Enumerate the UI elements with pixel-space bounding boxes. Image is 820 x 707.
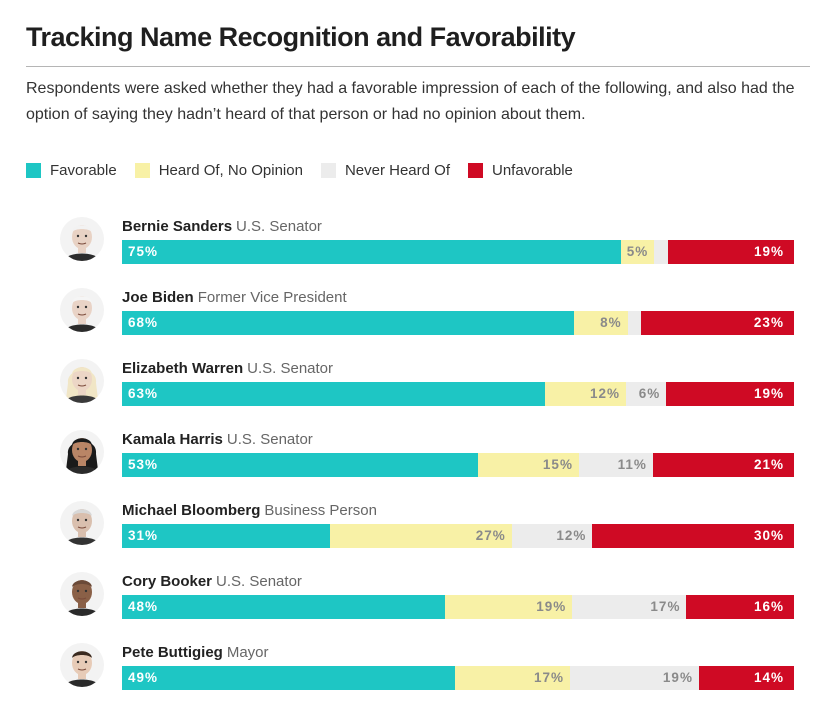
candidate-name: Kamala Harris	[122, 431, 223, 448]
legend-swatch	[468, 163, 483, 178]
bar-segment-unfavorable: 19%	[666, 382, 794, 406]
legend-swatch	[26, 163, 41, 178]
bar-segment-unfavorable: 19%	[667, 240, 794, 264]
stacked-bar: 53% 15% 11% 21%	[122, 453, 794, 477]
candidate-name: Bernie Sanders	[122, 218, 233, 235]
candidate-name: Cory Booker	[122, 573, 213, 590]
legend-item-unfavorable: Unfavorable	[468, 162, 573, 179]
candidate-role: U.S. Senator	[236, 218, 322, 235]
bar-segment-favorable: 53%	[122, 453, 479, 477]
candidate-role: Mayor	[226, 644, 269, 661]
bar-segment-no-opinion: 5%	[621, 240, 655, 264]
stacked-bar: 75% 5% 19%	[122, 240, 794, 264]
bar-segment-unfavorable: 30%	[592, 524, 794, 548]
bar-segment-never-heard	[654, 240, 668, 264]
candidate-name: Michael Bloomberg	[122, 502, 261, 519]
candidate-row: Elizabeth Warren U.S. Senator 63% 12% 6% 19%	[0, 352, 820, 423]
candidate-role: U.S. Senator	[216, 573, 302, 590]
legend-swatch	[134, 163, 150, 178]
pete-buttigieg-icon	[60, 643, 104, 687]
candidate-name: Pete Buttigieg	[122, 644, 223, 661]
bar-segment-never-heard: 6%	[625, 382, 667, 406]
candidate-role: U.S. Senator	[247, 360, 334, 377]
joe-biden-icon	[60, 288, 104, 332]
legend-swatch	[320, 163, 336, 178]
bar-segment-unfavorable: 14%	[698, 666, 794, 690]
candidate-row: Pete Buttigieg Mayor 49% 17% 19% 14%	[0, 636, 820, 707]
candidate-label: Joe Biden Former Vice President	[122, 289, 347, 306]
candidate-row: Cory Booker U.S. Senator 48% 19% 17% 16%	[0, 565, 820, 636]
bar-segment-unfavorable: 16%	[686, 595, 794, 619]
bar-segment-no-opinion: 15%	[478, 453, 579, 477]
stacked-bar: 48% 19% 17% 16%	[122, 595, 794, 619]
candidate-role: Business Person	[264, 502, 377, 519]
chart-title: Tracking Name Recognition and Favorabili…	[26, 22, 576, 52]
stacked-bar: 63% 12% 6% 19%	[122, 382, 794, 406]
candidate-label: Elizabeth Warren U.S. Senator	[122, 360, 333, 377]
bar-segment-no-opinion: 12%	[545, 382, 626, 406]
legend-label: Unfavorable	[492, 162, 573, 179]
bar-segment-never-heard	[627, 311, 641, 335]
bar-segment-favorable: 49%	[122, 666, 455, 690]
stacked-bar: 31% 27% 12% 30%	[122, 524, 794, 548]
chart-subtitle: Respondents were asked whether they had …	[26, 80, 795, 123]
bar-segment-never-heard: 12%	[511, 524, 593, 548]
candidate-role: Former Vice President	[197, 289, 347, 306]
bar-segment-no-opinion: 27%	[330, 524, 512, 548]
bar-segment-unfavorable: 21%	[652, 453, 794, 477]
candidate-label: Michael Bloomberg Business Person	[122, 502, 377, 519]
candidate-role: U.S. Senator	[226, 431, 313, 448]
candidate-name: Elizabeth Warren	[122, 360, 244, 377]
candidate-row: Michael Bloomberg Business Person 31% 27% 12…	[0, 494, 820, 565]
bar-segment-favorable: 68%	[122, 311, 575, 335]
bar-segment-no-opinion: 19%	[444, 595, 573, 619]
candidate-label: Kamala Harris U.S. Senator	[122, 431, 313, 448]
bar-segment-never-heard: 11%	[578, 453, 653, 477]
candidate-name: Joe Biden	[122, 289, 194, 306]
bar-segment-favorable: 75%	[122, 240, 621, 264]
legend: Favorable Heard Of, No Opinion Never Heard…	[26, 162, 591, 179]
bar-segment-never-heard: 17%	[572, 595, 687, 619]
elizabeth-warren-icon	[60, 359, 104, 403]
candidate-row: Joe Biden Former Vice President 68% 8% 23%	[0, 281, 820, 352]
bar-segment-favorable: 31%	[122, 524, 331, 548]
legend-item-favorable: Favorable	[26, 162, 117, 179]
legend-label: Heard Of, No Opinion	[158, 162, 303, 179]
stacked-bar: 49% 17% 19% 14%	[122, 666, 794, 690]
candidate-label: Bernie Sanders U.S. Senator	[122, 218, 322, 235]
stacked-bar: 68% 8% 23%	[122, 311, 794, 335]
candidate-label: Cory Booker U.S. Senator	[122, 573, 302, 590]
candidate-row: Kamala Harris U.S. Senator 53% 15% 11% 21%	[0, 423, 820, 494]
legend-item-heard-of-no-opinion: Heard Of, No Opinion	[134, 162, 303, 179]
candidate-label: Pete Buttigieg Mayor	[122, 644, 269, 661]
michael-bloomberg-icon	[60, 501, 104, 545]
candidate-row: Bernie Sanders U.S. Senator 75% 5% 19%	[0, 210, 820, 281]
legend-label: Never Heard Of	[344, 162, 450, 179]
legend-item-never-heard-of: Never Heard Of	[320, 162, 450, 179]
cory-booker-icon	[60, 572, 104, 616]
bar-segment-never-heard: 19%	[569, 666, 699, 690]
bernie-sanders-icon	[60, 217, 104, 261]
title-divider	[26, 66, 810, 67]
bar-segment-unfavorable: 23%	[640, 311, 794, 335]
legend-label: Favorable	[50, 162, 117, 179]
kamala-harris-icon	[60, 430, 104, 474]
bar-segment-favorable: 63%	[122, 382, 546, 406]
bar-segment-no-opinion: 8%	[574, 311, 628, 335]
bar-segment-favorable: 48%	[122, 595, 445, 619]
bar-segment-no-opinion: 17%	[454, 666, 570, 690]
